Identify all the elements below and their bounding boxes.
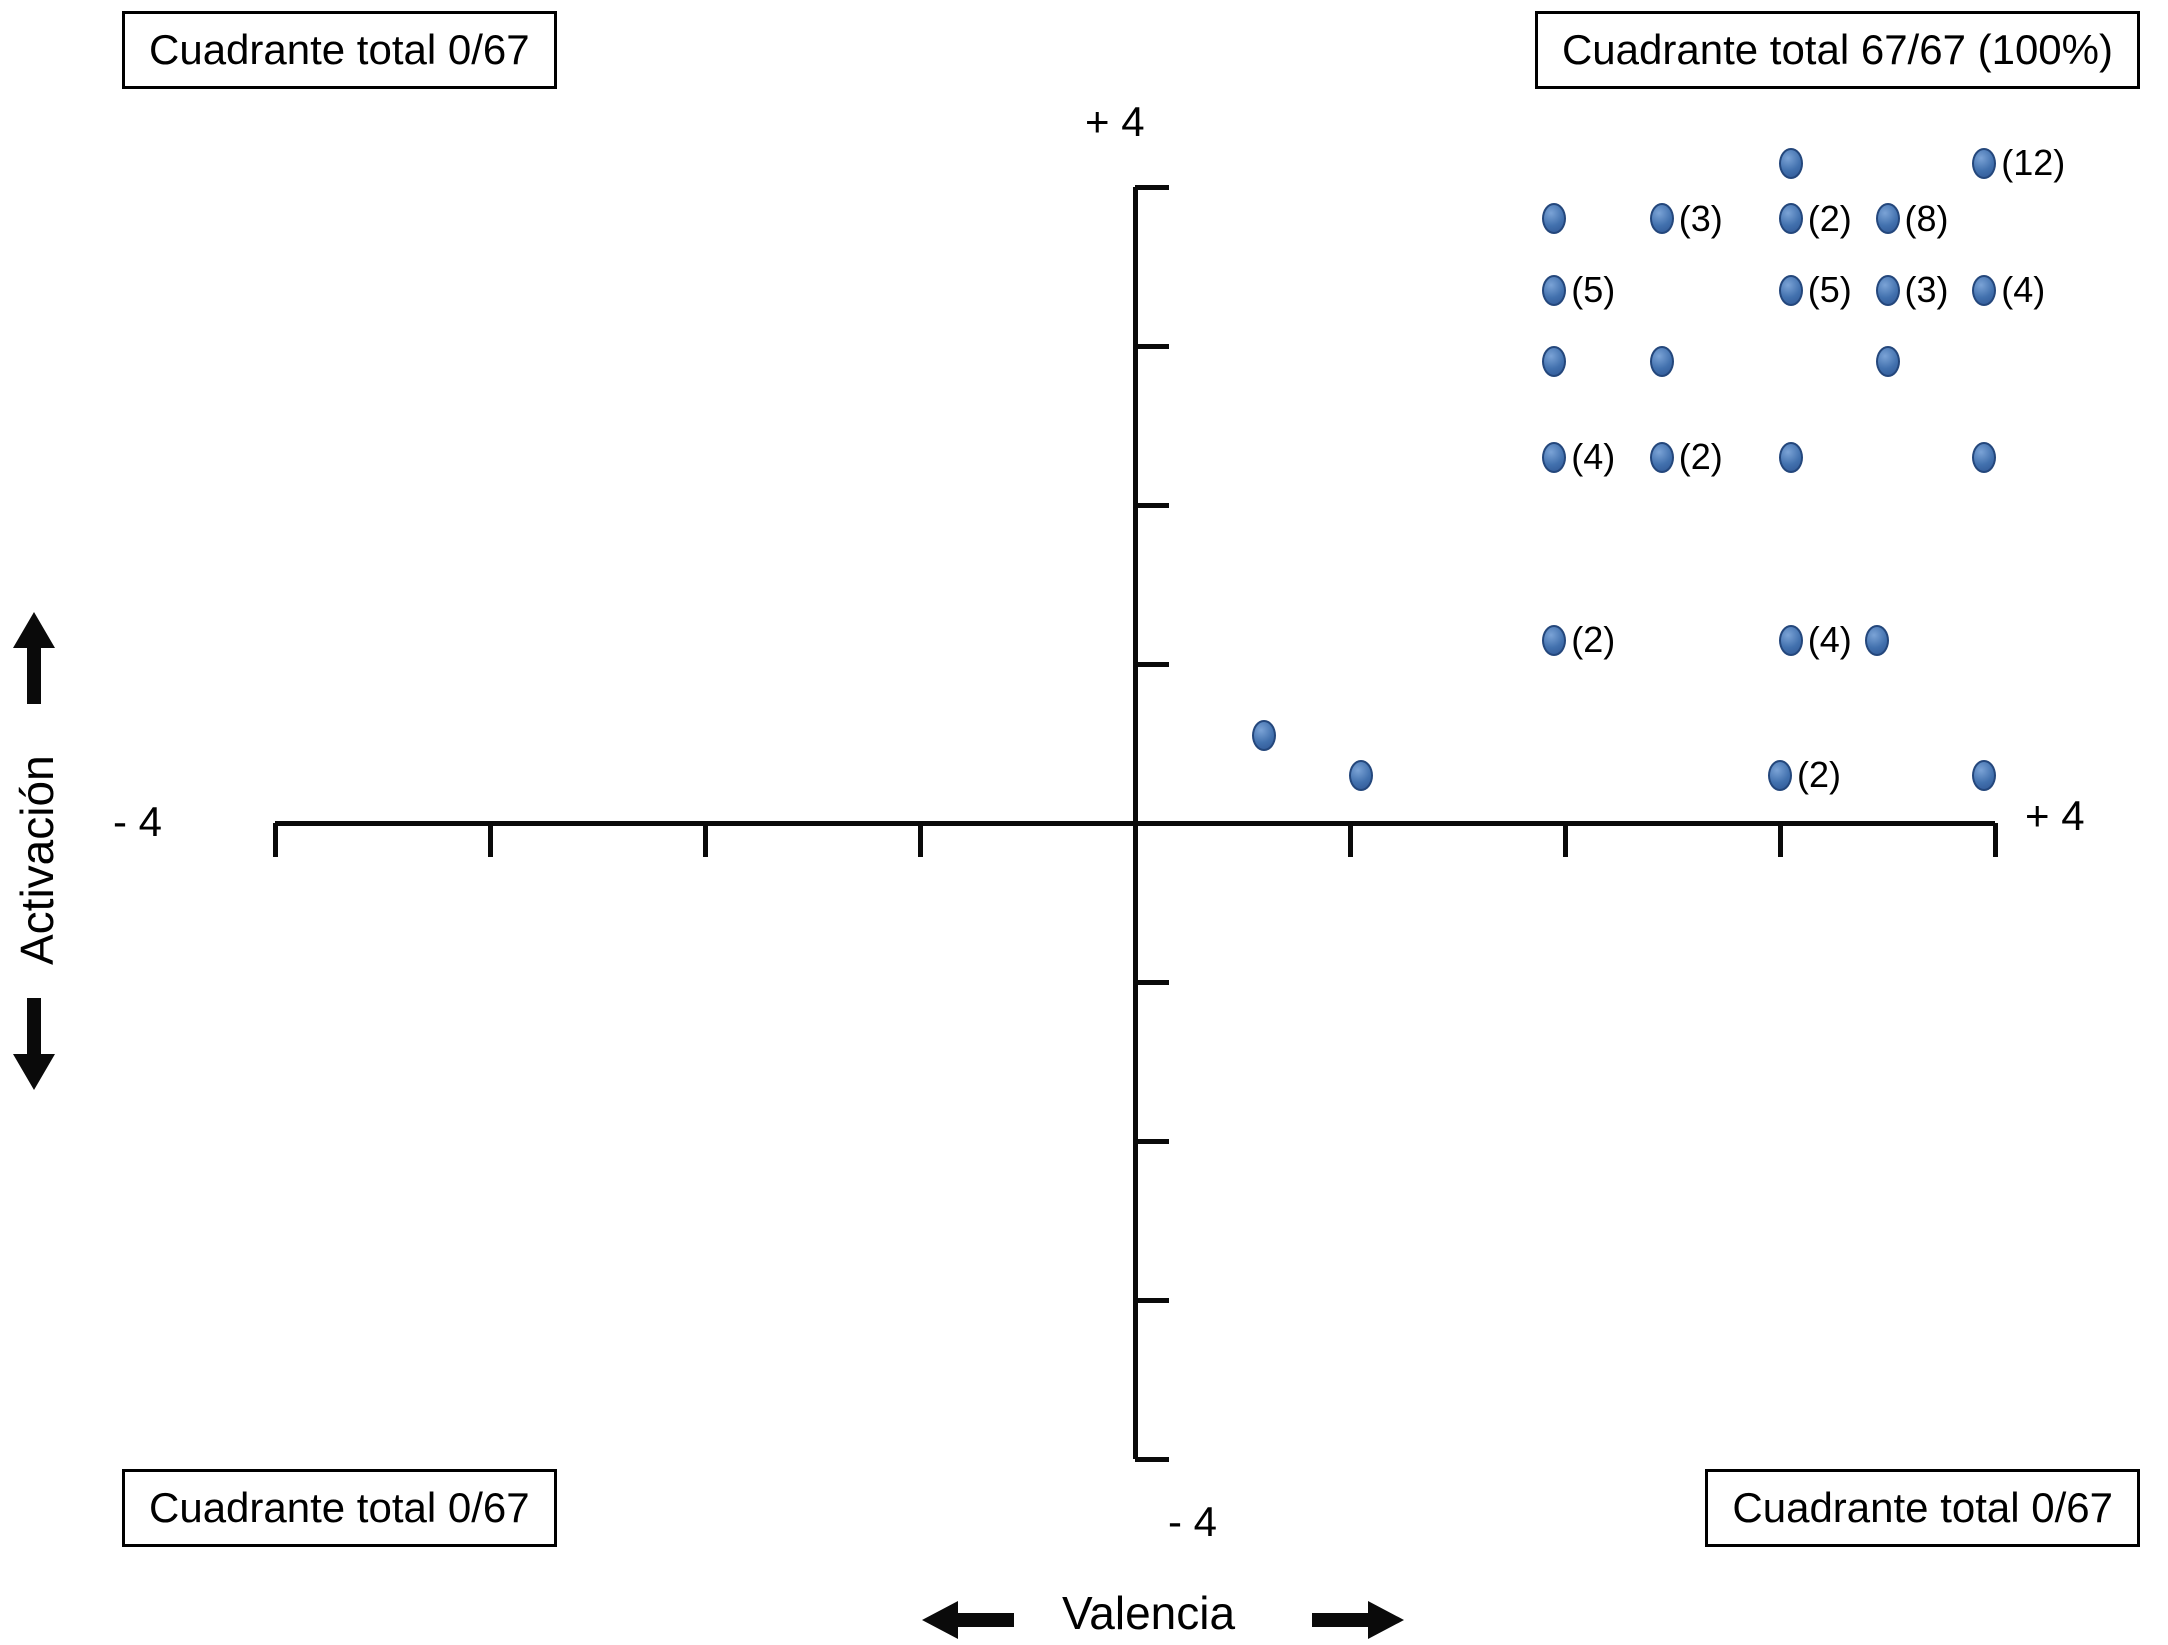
y-axis-tick [1135,979,1169,985]
data-point [1542,274,1567,306]
data-point-count: (2) [1571,619,1616,661]
quadrant-total-bottom-left: Cuadrante total 0/67 [122,1469,557,1548]
data-point [1542,624,1567,656]
data-point-count: (4) [1807,619,1852,661]
y-axis-max-label: + 4 [1085,98,1145,145]
x-axis-max-label: + 4 [2025,792,2085,839]
data-point [1864,624,1889,656]
data-point [1972,441,1997,473]
x-axis-min-label: - 4 [113,798,163,845]
valencia-right-arrow-icon [1312,1601,1404,1639]
quadrant-total-bottom-right: Cuadrante total 0/67 [1705,1469,2140,1548]
y-axis-tick [1135,1138,1169,1144]
data-point [1542,441,1567,473]
y-axis-title: Activación [11,755,63,965]
data-point-count: (12) [2001,142,2066,184]
data-point [1649,441,1674,473]
data-point [1972,759,1997,791]
data-point [1542,346,1567,378]
data-point-count: (2) [1797,754,1841,796]
activation-up-arrow-icon [13,612,55,704]
x-axis-tick [917,823,923,857]
data-point [1875,203,1900,235]
x-axis-tick [272,823,278,857]
data-point [1252,720,1276,752]
data-point [1768,759,1792,791]
x-axis-tick [1347,823,1353,857]
y-axis-tick [1135,343,1169,349]
data-point [1778,441,1803,473]
valencia-left-arrow-icon [922,1601,1014,1639]
data-point [1649,203,1674,235]
data-point [1778,203,1803,235]
data-point [1972,274,1997,306]
quadrant-total-top-left: Cuadrante total 0/67 [122,11,557,90]
data-point-count: (3) [1678,197,1723,239]
data-point [1649,346,1674,378]
data-point-count: (5) [1571,269,1616,311]
x-axis-tick [487,823,493,857]
data-point [1778,147,1803,179]
x-axis-tick [702,823,708,857]
x-axis-tick [1562,823,1568,857]
y-axis-tick [1135,502,1169,508]
data-point-count: (5) [1807,269,1852,311]
data-point [1972,147,1997,179]
data-point [1348,759,1373,791]
y-axis-tick [1135,1456,1169,1462]
y-axis-tick [1135,1297,1169,1303]
y-axis [1132,187,1138,1459]
data-point [1875,274,1900,306]
data-point-count: (4) [2001,269,2046,311]
data-point-count: (4) [1571,436,1616,478]
x-axis-tick [1992,823,1998,857]
y-axis-tick [1135,661,1169,667]
data-point [1875,346,1900,378]
data-point-count: (2) [1807,197,1852,239]
data-point [1778,624,1803,656]
data-point-count: (3) [1904,269,1949,311]
data-point [1778,274,1803,306]
y-axis-tick [1135,184,1169,190]
data-point-count: (2) [1678,436,1723,478]
quadrant-total-top-right: Cuadrante total 67/67 (100%) [1534,11,2140,90]
activation-down-arrow-icon [13,998,55,1090]
y-axis-min-label: - 4 [1168,1498,1218,1545]
data-point-count: (8) [1904,197,1949,239]
data-point [1542,203,1567,235]
x-axis-tick [1777,823,1783,857]
x-axis-title: Valencia [1062,1587,1236,1639]
